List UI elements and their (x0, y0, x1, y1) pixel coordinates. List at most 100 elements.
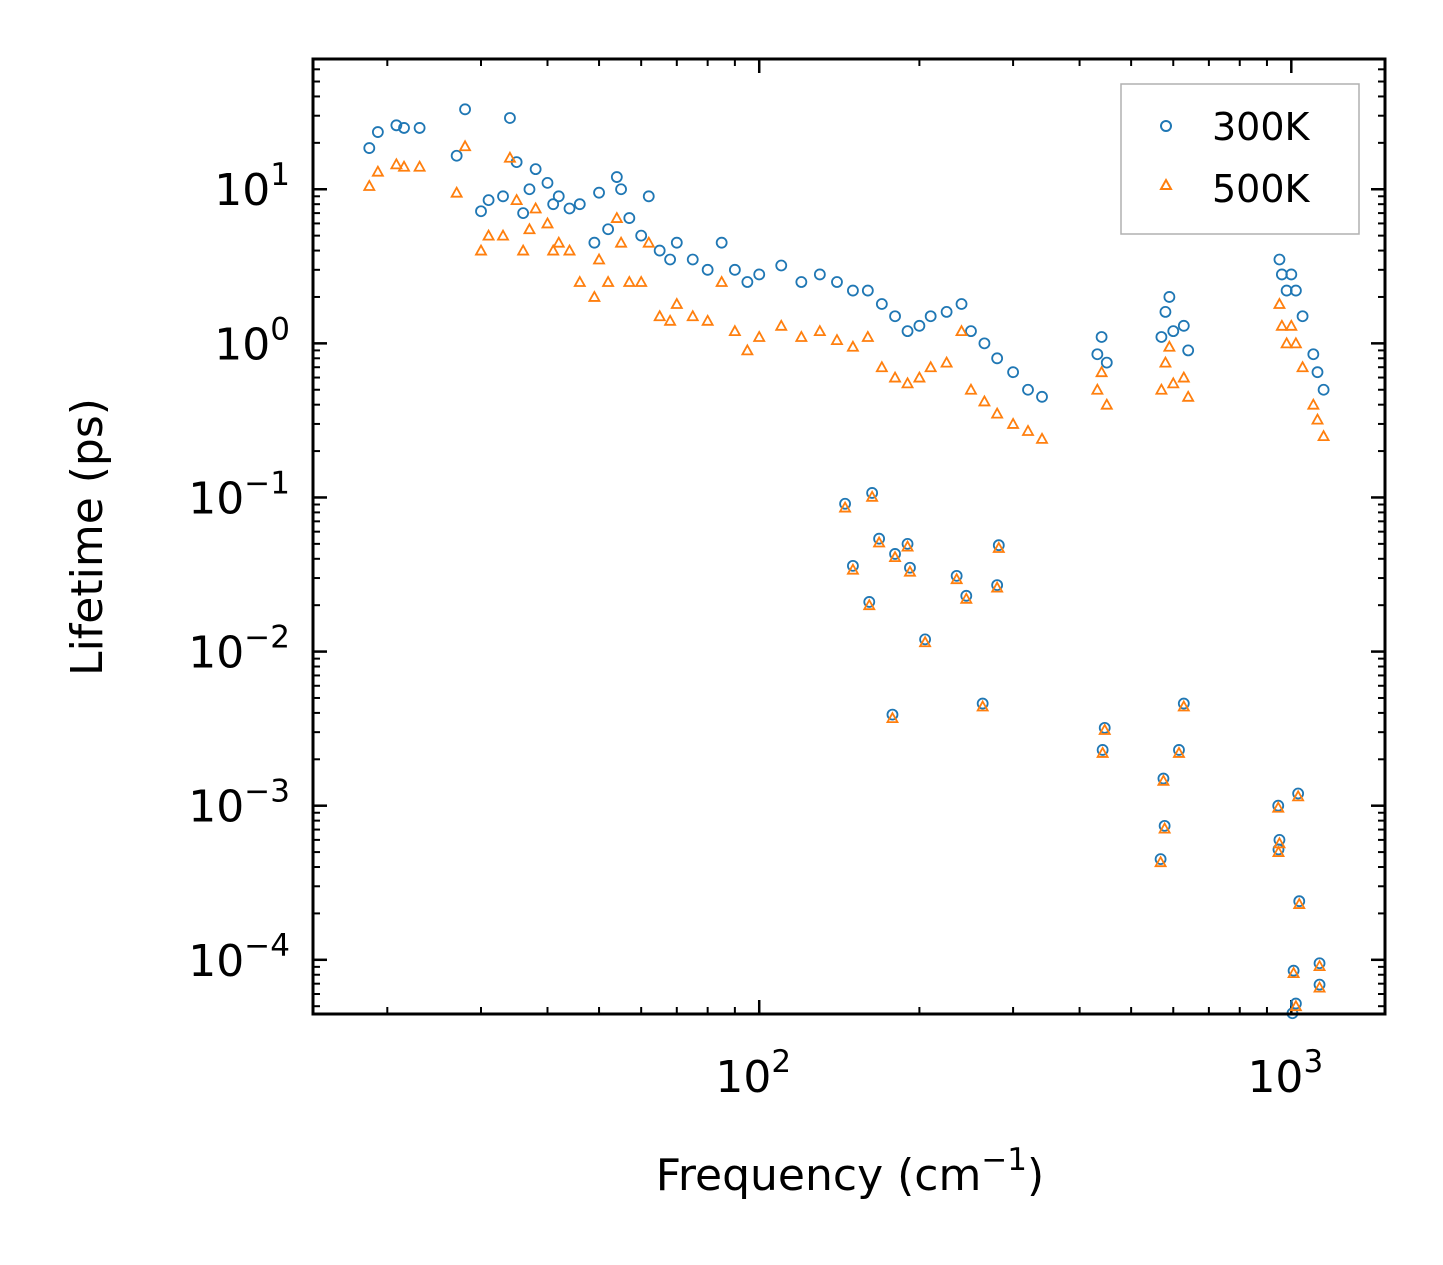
point-300k (371, 126, 384, 138)
point-300k (390, 119, 403, 132)
point-300k (1022, 383, 1034, 396)
point-500k (413, 159, 427, 172)
y-tick-label: 10−2 (188, 620, 290, 679)
point-300k (1157, 772, 1170, 785)
point-500k (1271, 845, 1286, 857)
point-500k (389, 157, 403, 170)
point-300k (1155, 331, 1168, 343)
point-300k (1007, 366, 1019, 379)
point-300k (901, 537, 914, 550)
legend-marker-300k (1160, 120, 1172, 132)
point-300k (635, 229, 648, 242)
point-300k (839, 497, 851, 510)
point-500k (540, 216, 555, 229)
point-300k (873, 532, 886, 545)
point-500k (1284, 318, 1298, 331)
point-300k (547, 198, 560, 211)
point-500k (1272, 297, 1286, 309)
point-500k (1090, 382, 1104, 395)
point-500k (940, 355, 954, 368)
point-500k (1280, 336, 1294, 349)
point-500k (450, 185, 464, 198)
point-500k (1291, 789, 1305, 802)
point-300k (1272, 843, 1285, 856)
point-300k (960, 589, 973, 602)
point-500k (1317, 429, 1331, 442)
point-500k (529, 201, 543, 214)
point-300k (541, 176, 554, 189)
series-500k (362, 139, 1331, 1012)
point-500k (959, 591, 973, 604)
point-500k (813, 324, 827, 337)
point-500k (1177, 370, 1191, 383)
point-500k (1166, 376, 1180, 389)
point-500k (1154, 855, 1168, 868)
point-500k (976, 699, 990, 712)
legend-marker-500k (1159, 177, 1173, 190)
major-ticks (313, 59, 1385, 1014)
point-500k (516, 243, 530, 256)
point-300k (1167, 325, 1180, 338)
point-500k (1271, 800, 1285, 813)
point-500k (846, 339, 860, 352)
point-500k (924, 360, 938, 373)
point-300k (398, 122, 410, 134)
point-300k (593, 186, 605, 199)
point-300k (1177, 697, 1190, 710)
point-500k (1306, 397, 1320, 410)
point-300k (450, 149, 463, 162)
point-500k (865, 489, 879, 502)
point-500k (601, 275, 615, 287)
point-500k (1296, 360, 1310, 373)
point-300k (813, 268, 826, 281)
y-tick-label: 100 (214, 311, 290, 370)
point-500k (614, 235, 628, 248)
point-500k (872, 535, 886, 548)
point-300k (1296, 310, 1309, 323)
point-500k (552, 235, 566, 248)
point-500k (1154, 382, 1168, 395)
point-300k (1100, 356, 1113, 369)
point-300k (1163, 291, 1176, 303)
point-300k (965, 325, 977, 338)
point-500k (1021, 424, 1035, 436)
point-300k (901, 325, 914, 338)
point-300k (413, 122, 426, 134)
point-300k (991, 352, 1004, 365)
point-500k (912, 370, 926, 383)
point-300k (1317, 383, 1330, 396)
point-300k (459, 103, 471, 116)
point-500k (1035, 432, 1049, 444)
point-300k (573, 198, 586, 211)
point-300k (866, 487, 879, 499)
point-500k (1156, 773, 1170, 786)
series-300k (363, 103, 1330, 1020)
point-500k (992, 541, 1006, 553)
point-300k (686, 253, 699, 266)
point-300k (1307, 348, 1320, 361)
point-500k (875, 360, 889, 373)
point-500k (522, 222, 536, 235)
y-tick-label: 10−4 (188, 928, 290, 987)
legend-frame (1120, 83, 1360, 235)
y-tick-label: 101 (214, 157, 290, 216)
point-300k (1313, 957, 1326, 970)
point-500k (1172, 746, 1186, 758)
point-300k (728, 263, 741, 276)
point-500k (474, 243, 488, 256)
point-300k (642, 190, 655, 203)
point-500k (888, 550, 902, 563)
point-300k (1154, 853, 1167, 866)
point-300k (1091, 348, 1104, 361)
point-300k (475, 205, 487, 218)
point-500k (458, 139, 472, 152)
legend-label-300k: 300K (1212, 105, 1311, 149)
point-500k (1096, 746, 1110, 758)
point-300k (653, 244, 666, 257)
point-500k (728, 324, 742, 337)
axes-frame (311, 57, 1387, 1016)
point-500k (740, 343, 754, 356)
point-500k (610, 211, 624, 223)
point-300k (1098, 721, 1111, 734)
point-500k (1310, 412, 1325, 425)
